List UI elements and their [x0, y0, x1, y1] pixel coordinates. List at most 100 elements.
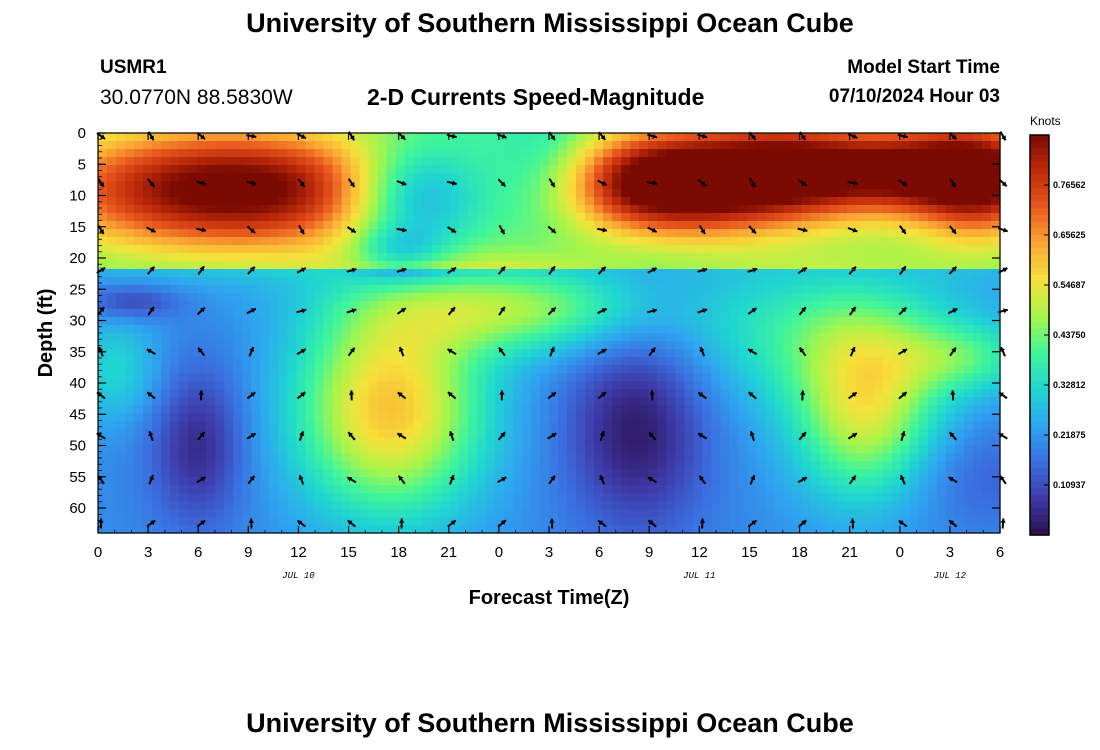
heatmap-cell	[837, 205, 848, 214]
heatmap-cell	[467, 517, 478, 526]
heatmap-cell	[251, 453, 261, 462]
heatmap-cell	[612, 165, 622, 174]
heatmap-cell	[134, 293, 144, 302]
heatmap-cell	[702, 453, 712, 462]
heatmap-cell	[404, 309, 415, 318]
heatmap-cell	[350, 397, 361, 406]
heatmap-cell	[765, 453, 776, 462]
heatmap-cell	[567, 293, 577, 302]
heatmap-cell	[152, 277, 162, 286]
heatmap-cell	[278, 493, 289, 502]
heatmap-cell	[494, 493, 505, 502]
heatmap-cell	[503, 253, 514, 262]
heatmap-cell	[639, 357, 649, 366]
heatmap-cell	[603, 389, 613, 398]
heatmap-cell	[909, 293, 920, 302]
heatmap-cell	[467, 301, 478, 310]
heatmap-cell	[413, 229, 424, 238]
heatmap-cell	[639, 461, 649, 470]
heatmap-cell	[666, 453, 676, 462]
heatmap-cell	[440, 253, 451, 262]
heatmap-cell	[530, 197, 541, 206]
heatmap-cell	[819, 421, 830, 430]
heatmap-cell	[395, 197, 406, 206]
heatmap-cell	[675, 501, 685, 510]
heatmap-cell	[152, 381, 162, 390]
heatmap-cell	[440, 149, 451, 158]
heatmap-cell	[368, 397, 379, 406]
heatmap-cell	[675, 437, 685, 446]
heatmap-cell	[810, 325, 821, 334]
heatmap-cell	[431, 373, 442, 382]
heatmap-cell	[639, 381, 649, 390]
heatmap-cell	[143, 477, 153, 486]
heatmap-cell	[188, 245, 198, 254]
heatmap-cell	[332, 237, 343, 246]
heatmap-cell	[260, 373, 270, 382]
heatmap-cell	[368, 237, 379, 246]
heatmap-cell	[269, 237, 279, 246]
heatmap-cell	[837, 277, 848, 286]
heatmap-cell	[386, 413, 397, 422]
heatmap-cell	[711, 277, 721, 286]
heatmap-cell	[648, 445, 658, 454]
heatmap-cell	[458, 349, 469, 358]
heatmap-cell	[576, 349, 586, 358]
heatmap-cell	[954, 293, 965, 302]
heatmap-cell	[98, 309, 108, 318]
heatmap-cell	[909, 461, 920, 470]
heatmap-cell	[224, 509, 234, 518]
heatmap-cell	[413, 397, 424, 406]
heatmap-cell	[648, 229, 658, 238]
heatmap-cell	[422, 261, 433, 270]
heatmap-cell	[693, 141, 703, 150]
heatmap-cell	[594, 293, 604, 302]
heatmap-cell	[945, 141, 956, 150]
heatmap-cell	[476, 349, 487, 358]
heatmap-cell	[711, 405, 721, 414]
heatmap-cell	[963, 509, 974, 518]
heatmap-cell	[278, 173, 289, 182]
heatmap-cell	[521, 301, 532, 310]
heatmap-cell	[539, 221, 550, 230]
heatmap-cell	[224, 221, 234, 230]
heatmap-cell	[567, 181, 577, 190]
heatmap-cell	[467, 213, 478, 222]
heatmap-cell	[882, 197, 893, 206]
heatmap-cell	[431, 493, 442, 502]
heatmap-cell	[783, 445, 794, 454]
heatmap-cell	[891, 133, 902, 142]
heatmap-cell	[116, 453, 126, 462]
heatmap-cell	[278, 381, 289, 390]
heatmap-cell	[386, 133, 397, 142]
heatmap-cell	[774, 285, 785, 294]
heatmap-cell	[648, 189, 658, 198]
heatmap-cell	[783, 149, 794, 158]
heatmap-cell	[449, 493, 460, 502]
heatmap-cell	[323, 309, 334, 318]
heatmap-cell	[603, 133, 613, 142]
heatmap-cell	[972, 221, 983, 230]
heatmap-cell	[981, 269, 992, 278]
heatmap-cell	[224, 413, 234, 422]
heatmap-cell	[386, 517, 397, 526]
heatmap-cell	[684, 357, 694, 366]
heatmap-cell	[224, 157, 234, 166]
heatmap-cell	[882, 373, 893, 382]
heatmap-cell	[711, 253, 721, 262]
heatmap-cell	[756, 333, 767, 342]
heatmap-cell	[188, 429, 198, 438]
heatmap-cell	[684, 517, 694, 526]
heatmap-cell	[981, 285, 992, 294]
heatmap-cell	[503, 189, 514, 198]
heatmap-cell	[918, 269, 929, 278]
heatmap-cell	[900, 373, 911, 382]
heatmap-cell	[431, 485, 442, 494]
heatmap-cell	[783, 469, 794, 478]
heatmap-cell	[774, 293, 785, 302]
heatmap-cell	[711, 189, 721, 198]
heatmap-cell	[449, 301, 460, 310]
heatmap-cell	[323, 389, 334, 398]
heatmap-cell	[738, 309, 749, 318]
heatmap-cell	[945, 285, 956, 294]
